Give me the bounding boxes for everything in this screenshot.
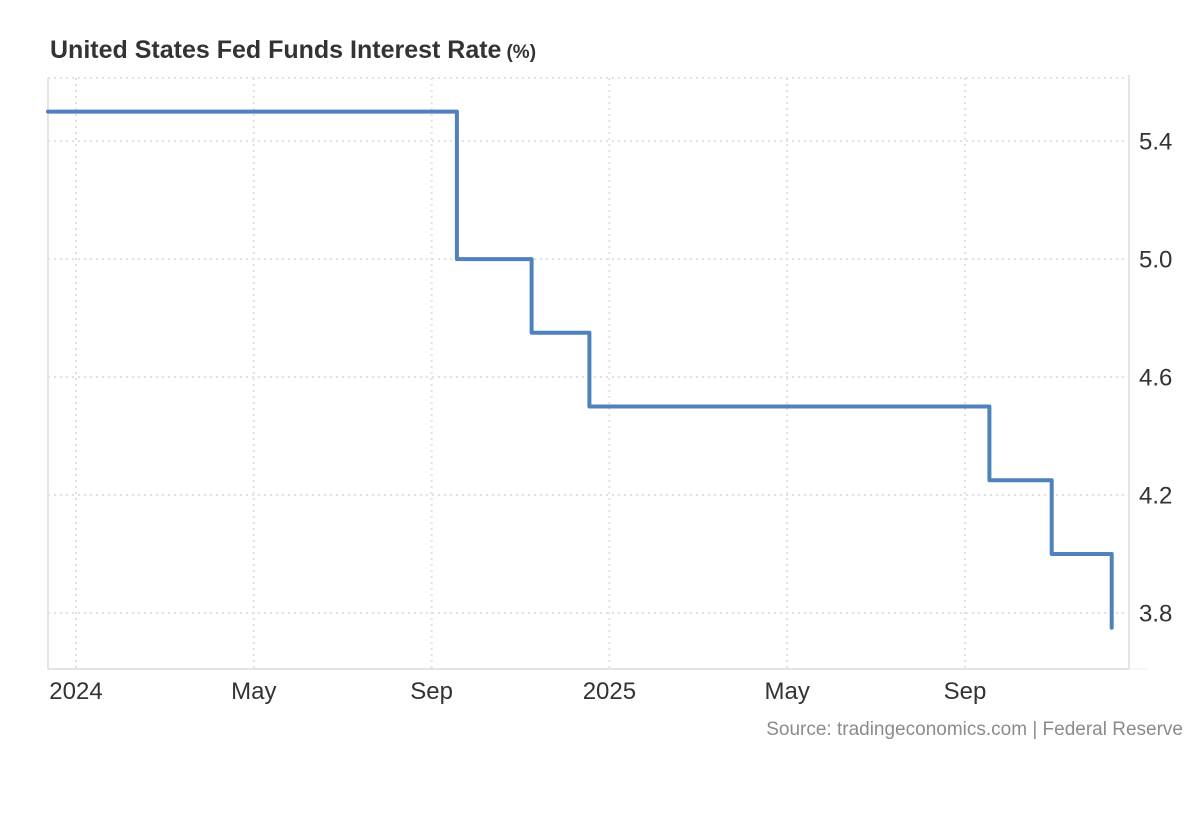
y-axis-tick-label: 4.6: [1139, 365, 1172, 392]
x-axis-tick-label: Sep: [410, 678, 453, 705]
y-axis-tick-label: 3.8: [1139, 601, 1172, 628]
source-credit: Source: tradingeconomics.com | Federal R…: [766, 719, 1183, 740]
chart-title-unit: (%): [506, 42, 537, 63]
x-axis-tick-label: Sep: [944, 678, 987, 705]
x-axis-tick-label: 2024: [49, 678, 102, 705]
page-title: United States Fed Funds Interest Rate (%): [50, 36, 536, 65]
rate-step-line-series: [46, 109, 1114, 630]
x-axis-tick-label: 2025: [583, 678, 636, 705]
chart-title-text: United States Fed Funds Interest Rate: [50, 36, 502, 64]
y-axis-tick-label: 5.0: [1139, 247, 1172, 274]
x-axis-tick-label: May: [231, 678, 276, 705]
y-axis-tick-label: 4.2: [1139, 483, 1172, 510]
y-axis-tick-label: 5.4: [1139, 129, 1172, 156]
x-axis-tick-label: May: [765, 678, 810, 705]
